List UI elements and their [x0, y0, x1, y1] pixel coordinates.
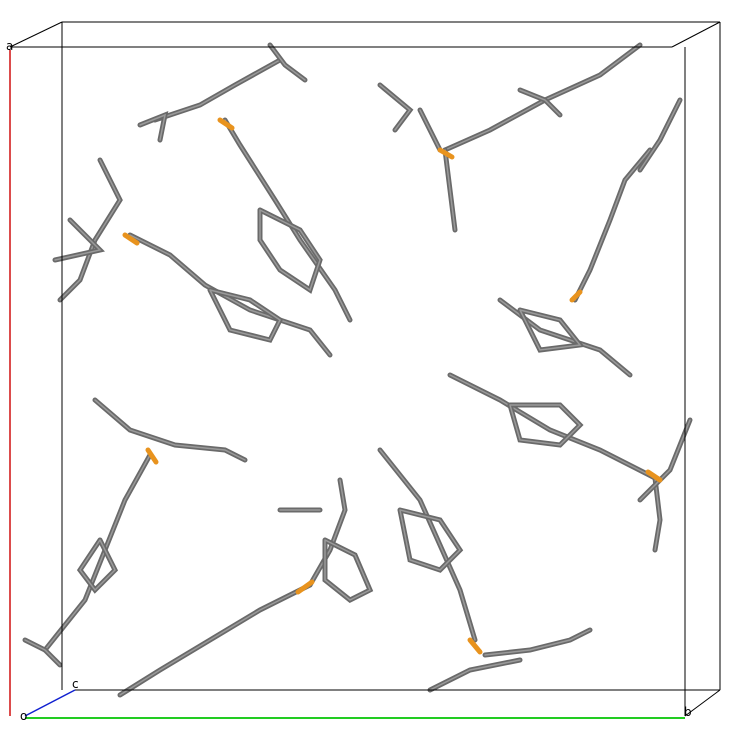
bond — [640, 420, 690, 500]
cell-edge — [672, 22, 720, 47]
axis-label: a — [6, 39, 13, 53]
bond-highlight — [380, 450, 475, 640]
bond-highlight — [445, 150, 455, 230]
cell-edge — [10, 22, 62, 47]
bond — [380, 85, 410, 130]
bond — [120, 585, 310, 695]
crystal-structure-view: a o c b — [0, 0, 729, 725]
axis-label: b — [684, 705, 692, 719]
bond-highlight — [450, 375, 655, 478]
unit-cell — [10, 22, 720, 718]
molecules — [25, 45, 690, 695]
bond-highlight — [640, 420, 690, 500]
axis-label: o — [20, 709, 27, 723]
bond-highlight — [60, 160, 120, 300]
sulfur-atom — [440, 150, 452, 157]
sulfur-atom — [648, 472, 660, 480]
bond — [520, 310, 580, 350]
bond — [430, 660, 520, 690]
axis-label: c — [72, 677, 79, 691]
bond — [485, 630, 590, 655]
bond — [210, 290, 280, 340]
bond — [400, 510, 460, 570]
bond — [25, 640, 60, 665]
bond-highlight — [45, 455, 150, 650]
bond — [155, 60, 280, 120]
bond — [380, 450, 475, 640]
sulfur-atom — [220, 120, 232, 128]
bond-highlight — [225, 120, 350, 320]
bond-highlight — [420, 110, 440, 150]
bond — [95, 400, 245, 460]
c-axis — [25, 690, 75, 716]
bond-highlight — [575, 150, 650, 300]
sulfur-atom — [572, 292, 580, 300]
